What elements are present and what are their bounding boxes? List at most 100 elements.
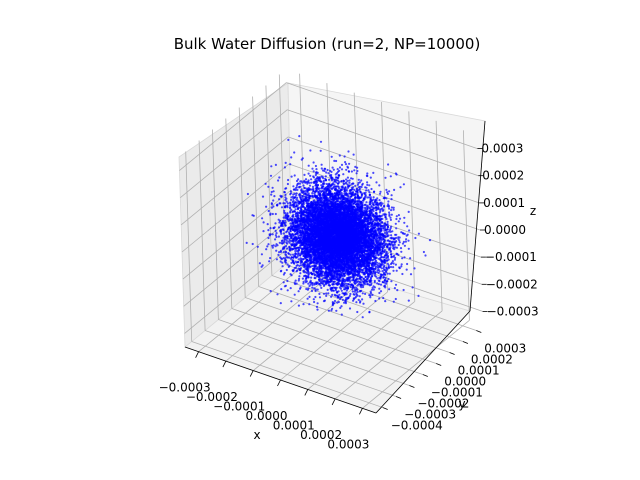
scatter-point <box>417 294 420 297</box>
scatter-point <box>331 177 334 180</box>
scatter-point <box>375 181 378 184</box>
scatter-point <box>282 257 285 260</box>
scatter-point <box>342 173 345 176</box>
scatter-point <box>278 198 281 201</box>
scatter-point <box>277 235 280 238</box>
scatter-point <box>296 188 299 191</box>
scatter-point <box>251 214 254 217</box>
scatter-point <box>338 187 341 190</box>
scatter-point <box>327 172 330 175</box>
scatter-point <box>340 168 344 171</box>
scatter-point <box>356 284 359 287</box>
scatter-point <box>392 266 395 269</box>
scatter-point <box>349 280 352 283</box>
scatter-point <box>275 232 278 235</box>
scatter-point <box>333 299 337 303</box>
scatter-point <box>376 277 379 280</box>
scatter-point <box>390 194 393 197</box>
scatter-point <box>387 200 390 203</box>
scatter-point <box>358 301 362 304</box>
scatter-point <box>392 208 395 211</box>
scatter-point <box>301 277 304 280</box>
scatter-point <box>374 299 377 303</box>
scatter-point <box>325 171 328 174</box>
gridline-z-left <box>181 163 290 253</box>
scatter-point <box>286 202 289 205</box>
gridline-z-back <box>286 82 478 149</box>
scatter-point <box>340 289 343 292</box>
scatter-point <box>307 287 310 290</box>
scatter-point <box>365 189 368 192</box>
scatter-point <box>272 199 275 202</box>
scatter-point <box>261 195 265 198</box>
scatter-point <box>411 286 414 289</box>
scatter-point <box>360 179 363 182</box>
scatter-point <box>363 192 366 195</box>
scatter-point <box>284 161 287 164</box>
scatter-point <box>417 232 420 235</box>
scatter-point <box>266 223 269 226</box>
scatter-point <box>297 267 300 270</box>
scatter-point <box>308 295 311 298</box>
scatter-point <box>352 182 355 185</box>
scatter-point <box>405 238 408 241</box>
scatter-point <box>396 289 399 292</box>
scatter-point <box>315 168 318 171</box>
scatter-point <box>298 269 302 272</box>
scatter-point <box>414 236 417 240</box>
scatter-point <box>289 204 292 207</box>
scatter-point <box>390 234 393 237</box>
scatter-point <box>387 277 390 281</box>
scatter-point <box>361 298 364 301</box>
scatter-point <box>398 239 401 242</box>
scatter-point <box>367 196 371 199</box>
scatter-point <box>284 253 287 256</box>
scatter-point <box>333 280 336 283</box>
scatter-point <box>334 294 337 297</box>
scatter-point <box>379 190 382 193</box>
scatter-point <box>308 303 311 306</box>
scatter-point <box>378 192 382 195</box>
scatter-point <box>273 195 276 198</box>
scatter-point <box>385 217 388 221</box>
scatter-point <box>394 263 397 266</box>
scatter-point <box>314 289 317 293</box>
gridline-y-floor <box>271 275 464 342</box>
scatter-point <box>284 257 287 260</box>
scatter-point <box>307 172 310 175</box>
scatter-point <box>274 212 277 216</box>
scatter-point <box>281 261 284 264</box>
scatter-point <box>289 217 292 220</box>
scatter-point <box>245 241 248 244</box>
scatter-point <box>400 265 403 268</box>
scatter-point <box>289 253 292 256</box>
scatter-point <box>320 190 323 193</box>
scatter-point <box>304 214 307 217</box>
scatter-point <box>313 282 316 285</box>
scatter-point <box>368 191 371 194</box>
scatter-point <box>312 298 315 301</box>
scatter-point <box>270 165 273 168</box>
scatter-point <box>383 231 386 235</box>
scatter-point <box>353 169 356 172</box>
scatter-point <box>297 178 300 181</box>
scatter-point <box>388 211 391 214</box>
scatter-point <box>379 283 383 286</box>
scatter-point <box>271 186 274 189</box>
scatter-point <box>398 241 401 244</box>
scatter-point <box>270 206 273 209</box>
scatter-point <box>306 193 309 197</box>
scatter-point <box>366 174 369 178</box>
scatter-point <box>271 246 274 249</box>
scatter-point <box>316 302 319 305</box>
gridline-z-back <box>287 136 480 204</box>
scatter-point <box>289 190 292 193</box>
scatter-point <box>303 173 306 176</box>
scatter-point <box>382 296 385 300</box>
gridline-x-floor <box>362 319 470 409</box>
gridline-x-floor <box>280 291 388 381</box>
scatter-point <box>334 289 337 292</box>
scatter-point <box>293 174 296 177</box>
scatter-point <box>371 293 374 296</box>
